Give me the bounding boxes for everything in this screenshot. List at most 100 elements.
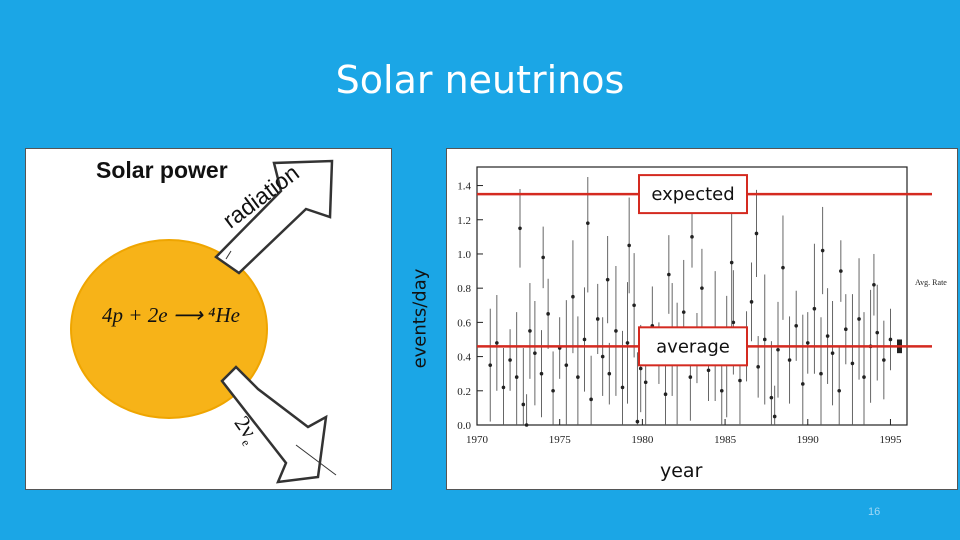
data-point bbox=[627, 243, 631, 248]
data-point bbox=[518, 226, 522, 231]
x-tick-label: 1995 bbox=[879, 434, 902, 446]
reference-label-average: average bbox=[656, 336, 730, 357]
x-axis-label: year bbox=[660, 460, 703, 482]
data-point bbox=[632, 303, 636, 308]
data-point bbox=[872, 282, 876, 287]
fusion-reaction-label: 4p + 2e ⟶ ⁴He bbox=[102, 303, 240, 327]
data-point bbox=[819, 371, 823, 376]
data-point bbox=[820, 248, 825, 253]
data-point bbox=[539, 371, 544, 376]
data-point bbox=[551, 388, 555, 393]
data-point bbox=[882, 358, 886, 362]
data-point bbox=[508, 358, 512, 362]
data-point bbox=[582, 337, 587, 342]
data-point bbox=[888, 337, 893, 342]
data-point bbox=[700, 286, 704, 290]
data-point bbox=[576, 375, 580, 379]
reference-label-expected: expected bbox=[651, 184, 734, 205]
data-point bbox=[754, 231, 759, 236]
data-point bbox=[501, 385, 506, 390]
data-point bbox=[600, 354, 605, 359]
data-point bbox=[772, 414, 777, 419]
x-tick-label: 1970 bbox=[466, 434, 489, 446]
chart-panel: 0.0 0.2 0.4 0.6 0.8 1.0 1.2 1.4 1970 1975 1980 1985… bbox=[446, 148, 958, 490]
data-point bbox=[638, 366, 643, 371]
data-point bbox=[495, 341, 499, 345]
data-point bbox=[787, 358, 792, 362]
data-point bbox=[875, 330, 880, 335]
y-tick-label: 0.2 bbox=[457, 386, 471, 398]
y-tick-label: 0.4 bbox=[457, 352, 471, 364]
data-point bbox=[667, 272, 671, 277]
data-point bbox=[663, 392, 668, 397]
data-point bbox=[857, 317, 861, 321]
data-point bbox=[781, 265, 785, 270]
data-point bbox=[607, 371, 612, 376]
data-point bbox=[681, 310, 686, 314]
data-point bbox=[614, 329, 618, 333]
data-point bbox=[719, 388, 724, 393]
data-point bbox=[801, 382, 805, 386]
data-point bbox=[514, 375, 519, 379]
reference-label-box-average bbox=[638, 326, 748, 367]
data-point bbox=[756, 365, 760, 369]
plot-frame bbox=[476, 166, 908, 426]
y-tick-label: 0.0 bbox=[457, 420, 471, 432]
data-point bbox=[620, 385, 625, 390]
x-tick-label: 1990 bbox=[797, 434, 820, 446]
data-point bbox=[524, 423, 529, 427]
reference-label-box-expected bbox=[638, 174, 748, 215]
data-point bbox=[528, 329, 532, 333]
solar-power-heading: Solar power bbox=[96, 157, 228, 183]
y-tick-label: 0.8 bbox=[457, 283, 471, 295]
data-point bbox=[546, 312, 550, 316]
y-tick-label: 1.2 bbox=[457, 215, 471, 227]
data-point bbox=[830, 351, 835, 355]
data-point bbox=[794, 324, 798, 328]
radiation-arrow-shadow-line bbox=[225, 250, 232, 260]
data-point bbox=[738, 378, 742, 383]
data-point bbox=[776, 347, 780, 352]
x-tick-label: 1975 bbox=[549, 434, 572, 446]
data-point bbox=[564, 363, 569, 367]
data-point bbox=[625, 341, 630, 345]
data-point bbox=[731, 320, 736, 325]
data-point bbox=[769, 395, 774, 400]
data-point bbox=[844, 327, 848, 332]
data-point bbox=[837, 388, 841, 393]
radiation-arrow bbox=[214, 159, 334, 275]
data-point bbox=[541, 255, 545, 260]
data-point bbox=[589, 397, 593, 402]
y-tick-label: 0.6 bbox=[457, 317, 471, 329]
y-axis-label: events/day bbox=[409, 268, 431, 369]
sun-diagram-panel: Solar power 4p + 2e ⟶ ⁴He radiation 2νe bbox=[25, 148, 392, 490]
data-point bbox=[812, 306, 817, 311]
data-point bbox=[605, 277, 610, 282]
data-point bbox=[533, 351, 537, 355]
avg-rate-label: Avg. Rate bbox=[915, 278, 947, 287]
data-point bbox=[729, 260, 734, 265]
data-point bbox=[595, 317, 600, 321]
data-point bbox=[635, 419, 640, 424]
x-tick-label: 1985 bbox=[714, 434, 737, 446]
data-point bbox=[805, 341, 810, 345]
page-number: 16 bbox=[868, 506, 881, 518]
data-point bbox=[521, 402, 526, 407]
data-point bbox=[862, 375, 866, 379]
neutrino-rate-chart: 0.0 0.2 0.4 0.6 0.8 1.0 1.2 1.4 1970 1975 1980 1985… bbox=[457, 166, 947, 446]
data-point bbox=[688, 375, 693, 379]
y-tick-label: 1.4 bbox=[457, 181, 471, 193]
data-point bbox=[850, 361, 855, 366]
data-point bbox=[825, 334, 830, 338]
data-point bbox=[706, 368, 711, 373]
y-tick-label: 1.0 bbox=[457, 249, 471, 261]
data-point bbox=[762, 337, 767, 342]
data-point bbox=[839, 269, 843, 273]
data-point bbox=[643, 380, 648, 385]
neutrino-arrow-shadow-line bbox=[295, 444, 337, 476]
arrows-layer bbox=[214, 159, 337, 484]
data-point bbox=[690, 235, 694, 239]
x-tick-label: 1980 bbox=[631, 434, 654, 446]
neutrino-arrow bbox=[220, 365, 328, 484]
slide-title: Solar neutrinos bbox=[335, 58, 625, 102]
